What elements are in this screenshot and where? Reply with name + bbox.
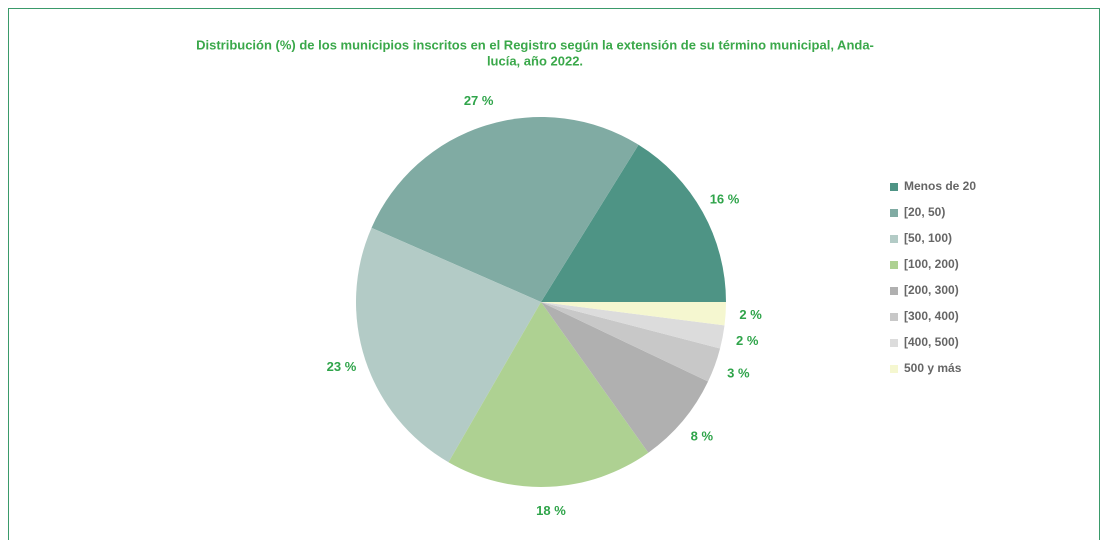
legend-label: [400, 500)	[904, 335, 959, 349]
data-label: 27 %	[464, 93, 494, 108]
pie-slice	[355, 227, 541, 463]
legend-label: [20, 50)	[904, 205, 945, 219]
legend-swatch	[890, 183, 898, 191]
legend-label: 500 y más	[904, 361, 962, 375]
legend-swatch	[890, 365, 898, 373]
legend-swatch	[890, 209, 898, 217]
data-label: 3 %	[727, 365, 750, 380]
pie-slice	[541, 302, 725, 349]
legend-swatch	[890, 235, 898, 243]
legend-swatch	[890, 339, 898, 347]
data-label: 2 %	[736, 333, 759, 348]
legend-label: [200, 300)	[904, 283, 959, 297]
legend-swatch	[890, 261, 898, 269]
data-label: 23 %	[327, 359, 357, 374]
pie-slice	[541, 144, 726, 302]
pie-slice	[541, 302, 721, 382]
pie-slice	[541, 302, 709, 453]
pie-slice	[371, 117, 639, 303]
frame	[8, 8, 1100, 540]
data-label: 18 %	[536, 503, 566, 518]
data-label: 2 %	[739, 307, 762, 322]
chart-title: lucía, año 2022.	[487, 53, 583, 68]
legend-label: Menos de 20	[904, 179, 976, 193]
pie-slice	[448, 302, 649, 488]
legend-swatch	[890, 287, 898, 295]
data-label: 8 %	[691, 428, 714, 443]
legend-label: [50, 100)	[904, 231, 952, 245]
legend-label: [100, 200)	[904, 257, 959, 271]
pie-slice	[541, 302, 726, 326]
legend-label: [300, 400)	[904, 309, 959, 323]
legend-swatch	[890, 313, 898, 321]
chart-title: Distribución (%) de los municipios inscr…	[196, 37, 874, 52]
data-label: 16 %	[710, 191, 740, 206]
